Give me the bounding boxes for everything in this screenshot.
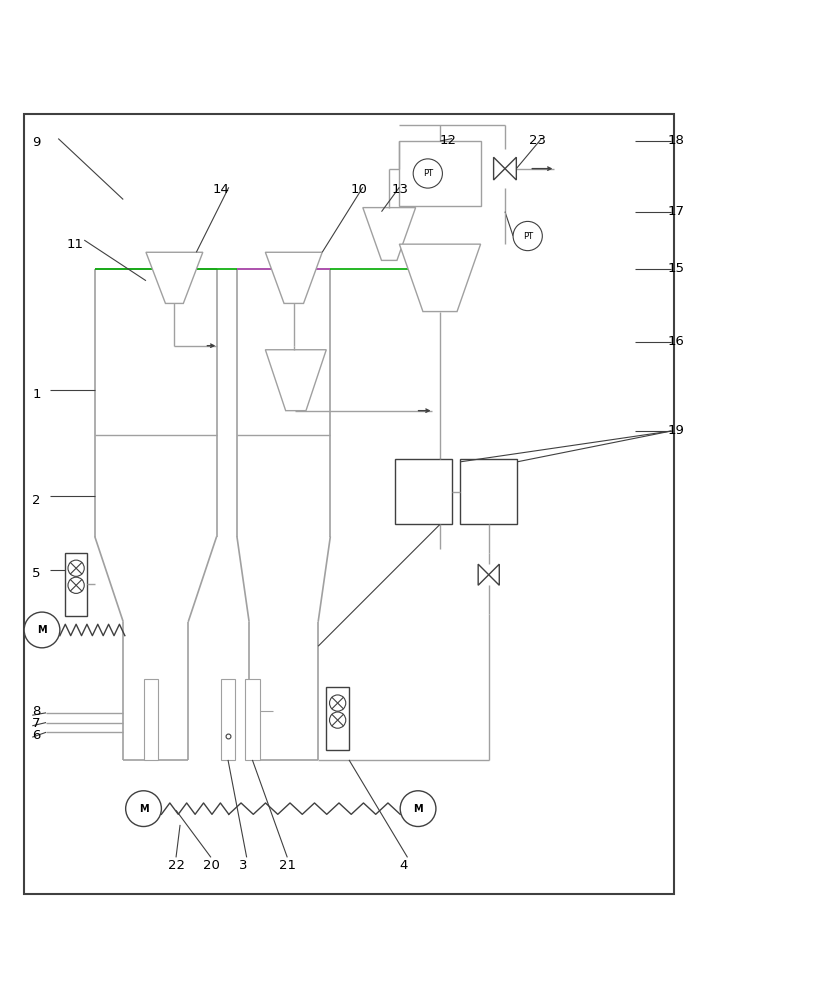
Text: 17: 17 — [667, 205, 685, 218]
Bar — [245, 679, 260, 760]
Bar — [143, 679, 158, 760]
Text: 1: 1 — [33, 388, 41, 401]
Text: 11: 11 — [66, 238, 83, 251]
Text: 2: 2 — [33, 493, 41, 506]
Text: 9: 9 — [33, 136, 41, 149]
Circle shape — [126, 791, 161, 827]
Text: 21: 21 — [280, 859, 296, 872]
Bar — [64, 553, 87, 616]
Circle shape — [329, 712, 346, 728]
Text: 12: 12 — [440, 134, 457, 147]
Text: M: M — [37, 625, 46, 635]
Text: PT: PT — [522, 232, 533, 241]
Polygon shape — [266, 350, 326, 411]
Text: 16: 16 — [667, 335, 685, 348]
Text: 7: 7 — [33, 717, 41, 730]
Text: 19: 19 — [667, 424, 685, 437]
Circle shape — [513, 221, 542, 251]
Text: 14: 14 — [213, 183, 230, 196]
Text: 6: 6 — [33, 729, 41, 742]
Text: 3: 3 — [239, 859, 247, 872]
Bar — [399, 141, 481, 206]
Text: 13: 13 — [391, 183, 408, 196]
Text: PT: PT — [423, 169, 433, 178]
Text: 8: 8 — [33, 705, 41, 718]
Polygon shape — [399, 244, 481, 312]
Circle shape — [329, 695, 346, 711]
Bar — [460, 459, 518, 524]
Text: 20: 20 — [203, 859, 220, 872]
Polygon shape — [489, 564, 500, 585]
Text: 10: 10 — [350, 183, 368, 196]
Circle shape — [68, 577, 84, 593]
Text: 15: 15 — [667, 262, 685, 275]
Circle shape — [68, 560, 84, 576]
Bar — [326, 687, 349, 750]
Bar — [24, 114, 674, 894]
Text: M: M — [139, 804, 148, 814]
Polygon shape — [478, 564, 489, 585]
Polygon shape — [146, 252, 203, 303]
Bar — [221, 679, 236, 760]
Text: 5: 5 — [33, 567, 41, 580]
Circle shape — [24, 612, 59, 648]
Circle shape — [400, 791, 436, 827]
Polygon shape — [363, 208, 416, 260]
Circle shape — [413, 159, 443, 188]
Text: 23: 23 — [529, 134, 546, 147]
Polygon shape — [494, 157, 505, 180]
Polygon shape — [266, 252, 322, 303]
Text: M: M — [413, 804, 423, 814]
Text: 22: 22 — [168, 859, 185, 872]
Text: 4: 4 — [399, 859, 408, 872]
Polygon shape — [505, 157, 517, 180]
Bar — [395, 459, 452, 524]
Text: 18: 18 — [667, 134, 685, 147]
